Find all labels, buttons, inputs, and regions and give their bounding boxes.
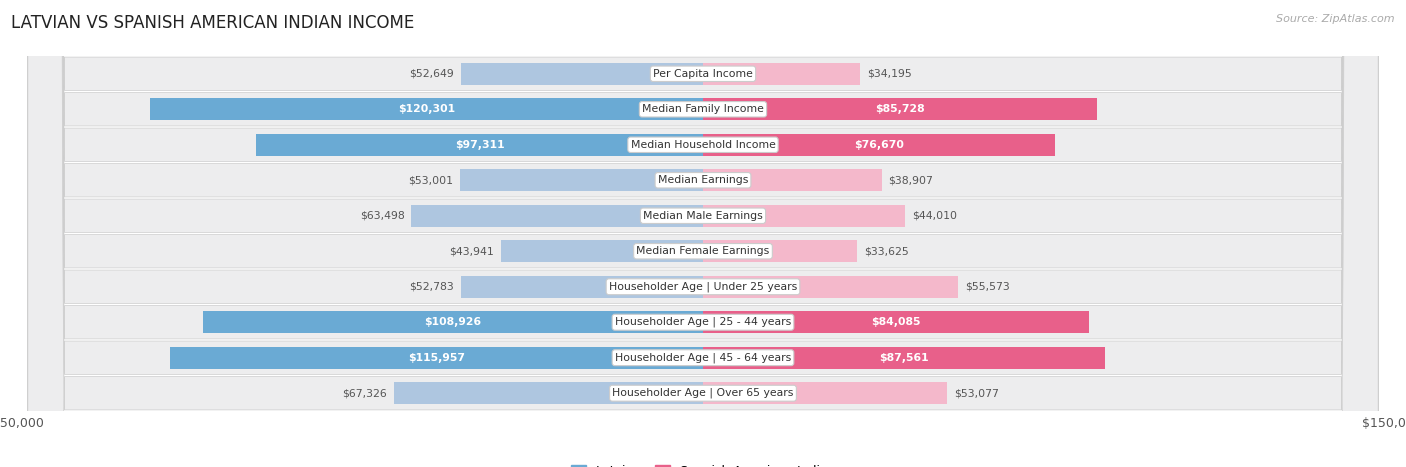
Bar <box>703 98 1097 120</box>
Text: $53,001: $53,001 <box>408 175 453 185</box>
Bar <box>461 63 703 85</box>
Text: Median Household Income: Median Household Income <box>630 140 776 150</box>
Text: $53,077: $53,077 <box>953 388 998 398</box>
FancyBboxPatch shape <box>28 0 1378 467</box>
Bar <box>202 311 703 333</box>
Text: $97,311: $97,311 <box>454 140 505 150</box>
Bar <box>394 382 703 404</box>
Text: $85,728: $85,728 <box>875 104 925 114</box>
Bar <box>460 169 703 191</box>
Text: $55,573: $55,573 <box>965 282 1010 292</box>
Bar <box>170 347 703 369</box>
Bar <box>703 240 858 262</box>
Text: $44,010: $44,010 <box>912 211 957 221</box>
Text: $52,649: $52,649 <box>409 69 454 79</box>
Text: Median Female Earnings: Median Female Earnings <box>637 246 769 256</box>
Bar <box>150 98 703 120</box>
Text: $115,957: $115,957 <box>408 353 465 363</box>
Text: Per Capita Income: Per Capita Income <box>652 69 754 79</box>
Bar <box>703 205 905 227</box>
Text: $84,085: $84,085 <box>872 317 921 327</box>
Bar <box>703 347 1105 369</box>
FancyBboxPatch shape <box>28 0 1378 467</box>
Text: LATVIAN VS SPANISH AMERICAN INDIAN INCOME: LATVIAN VS SPANISH AMERICAN INDIAN INCOM… <box>11 14 415 32</box>
Text: Householder Age | 25 - 44 years: Householder Age | 25 - 44 years <box>614 317 792 327</box>
Text: $120,301: $120,301 <box>398 104 456 114</box>
Text: $76,670: $76,670 <box>853 140 904 150</box>
Text: $63,498: $63,498 <box>360 211 405 221</box>
FancyBboxPatch shape <box>28 0 1378 467</box>
FancyBboxPatch shape <box>28 0 1378 467</box>
Bar <box>703 63 860 85</box>
Bar <box>256 134 703 156</box>
Text: $52,783: $52,783 <box>409 282 454 292</box>
Text: Median Family Income: Median Family Income <box>643 104 763 114</box>
Text: Householder Age | Over 65 years: Householder Age | Over 65 years <box>612 388 794 398</box>
Text: $43,941: $43,941 <box>450 246 495 256</box>
Text: Householder Age | 45 - 64 years: Householder Age | 45 - 64 years <box>614 353 792 363</box>
Bar <box>703 311 1090 333</box>
FancyBboxPatch shape <box>28 0 1378 467</box>
Bar <box>412 205 703 227</box>
Bar <box>501 240 703 262</box>
FancyBboxPatch shape <box>28 0 1378 467</box>
Legend: Latvian, Spanish American Indian: Latvian, Spanish American Indian <box>565 460 841 467</box>
Bar <box>703 134 1054 156</box>
Bar <box>703 276 959 298</box>
Text: $33,625: $33,625 <box>865 246 910 256</box>
Bar <box>703 169 882 191</box>
FancyBboxPatch shape <box>28 0 1378 467</box>
Text: Median Male Earnings: Median Male Earnings <box>643 211 763 221</box>
Text: $108,926: $108,926 <box>425 317 481 327</box>
Text: $34,195: $34,195 <box>868 69 911 79</box>
FancyBboxPatch shape <box>28 0 1378 467</box>
FancyBboxPatch shape <box>28 0 1378 467</box>
Text: $38,907: $38,907 <box>889 175 934 185</box>
Text: $87,561: $87,561 <box>879 353 929 363</box>
Text: $67,326: $67,326 <box>342 388 387 398</box>
FancyBboxPatch shape <box>28 0 1378 467</box>
Bar <box>703 382 946 404</box>
Text: Source: ZipAtlas.com: Source: ZipAtlas.com <box>1277 14 1395 24</box>
Text: Householder Age | Under 25 years: Householder Age | Under 25 years <box>609 282 797 292</box>
Text: Median Earnings: Median Earnings <box>658 175 748 185</box>
Bar <box>461 276 703 298</box>
